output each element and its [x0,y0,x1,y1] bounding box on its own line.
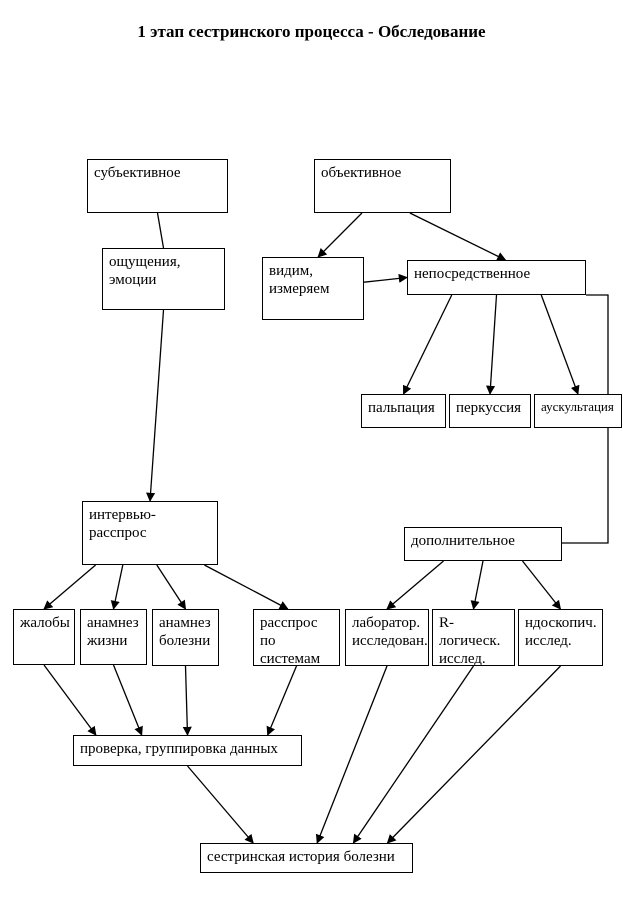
edge-obj-direct [410,213,506,260]
node-anamIll: анамнез болезни [152,609,219,666]
edge-complaints-check [44,665,96,735]
edge-addl-rlog [474,561,484,609]
node-ausc: аускультация [534,394,622,428]
edge-anamIll-check [186,666,188,735]
node-obj: объективное [314,159,451,213]
edge-endo-history [387,666,560,843]
edge-lab-history [317,666,387,843]
node-anamLife: анамнез жизни [80,609,147,665]
edge-addl-lab [387,561,444,609]
edge-feel-interview [150,310,164,501]
node-see: видим, измеряем [262,257,364,320]
edge-interview-anamIll [157,565,186,609]
node-perc: перкуссия [449,394,531,428]
node-endo: ндоскопич. исслед. [518,609,603,666]
edge-interview-complaints [44,565,96,609]
node-rlog: R-логическ. исслед. [432,609,515,666]
node-check: проверка, группировка данных [73,735,302,766]
node-interview: интервью- расспрос [82,501,218,565]
node-palp: пальпация [361,394,446,428]
edge-direct-perc [490,295,497,394]
edge-bySystems-check [268,666,297,735]
node-bySystems: расспрос по системам [253,609,340,666]
edge-rlog-history [353,666,473,843]
node-feel: ощущения, эмоции [102,248,225,310]
edge-addl-endo [523,561,561,609]
edge-obj-see [318,213,362,257]
edge-subj-feel [158,213,164,248]
edge-direct-ausc [541,295,578,394]
edge-direct-palp [404,295,452,394]
diagram-canvas: 1 этап сестринского процесса - Обследова… [0,0,623,924]
node-direct: непосредственное [407,260,586,295]
edge-anamLife-check [114,665,142,735]
edge-check-history [188,766,254,843]
page-title: 1 этап сестринского процесса - Обследова… [0,22,623,42]
edge-interview-bySystems [204,565,287,609]
node-addl: дополнительное [404,527,562,561]
node-subj: субъективное [87,159,228,213]
node-history: сестринская история болезни [200,843,413,873]
edge-see-direct [364,278,407,283]
node-lab: лаборатор. исследован. [345,609,429,666]
node-complaints: жалобы [13,609,75,665]
edge-interview-anamLife [114,565,123,609]
edge-layer [0,0,623,924]
